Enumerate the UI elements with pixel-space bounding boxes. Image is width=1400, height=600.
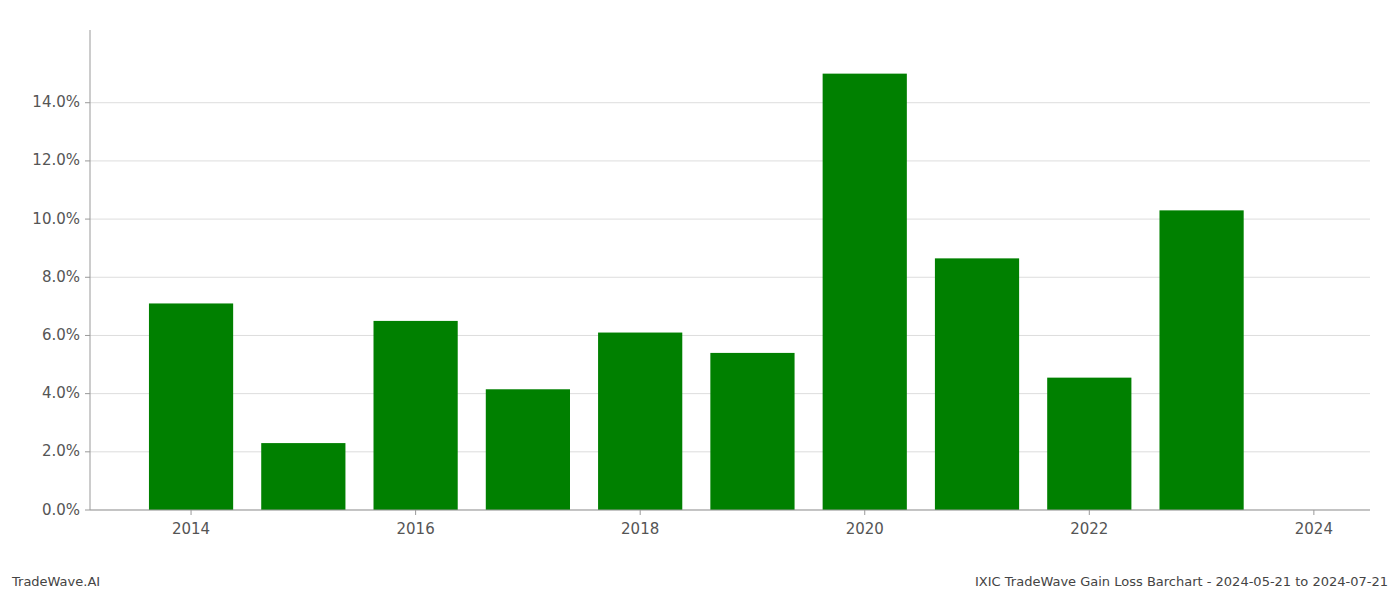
x-tick-label: 2018 xyxy=(621,520,659,538)
bar xyxy=(1159,210,1243,510)
bar xyxy=(935,258,1019,510)
x-tick-label: 2014 xyxy=(172,520,210,538)
bar xyxy=(149,303,233,510)
bar xyxy=(1047,378,1131,510)
y-tick xyxy=(85,393,90,394)
y-axis-line xyxy=(90,30,91,510)
bar xyxy=(710,353,794,510)
bar xyxy=(374,321,458,510)
footer-text: TradeWave.AI xyxy=(11,574,100,589)
grid xyxy=(90,103,1370,510)
axes: 0.0% 2.0% 4.0% 6.0% 8.0% 10.0% 12.0% 14.0% 2014 2… xyxy=(32,30,1370,538)
grid-line xyxy=(90,510,1370,511)
y-tick-label: 12.0% xyxy=(32,151,80,169)
y-tick xyxy=(85,277,90,278)
bar xyxy=(261,443,345,510)
y-tick xyxy=(85,102,90,103)
grid-line xyxy=(90,160,1370,161)
y-tick-label: 10.0% xyxy=(32,210,80,228)
x-tick xyxy=(1313,510,1314,515)
y-tick-label: 14.0% xyxy=(32,93,80,111)
x-tick-label: 2020 xyxy=(846,520,884,538)
x-tick xyxy=(415,510,416,515)
x-tick-label: 2024 xyxy=(1295,520,1333,538)
bar xyxy=(486,389,570,510)
y-tick xyxy=(85,510,90,511)
y-tick-label: 2.0% xyxy=(42,442,80,460)
y-tick-label: 6.0% xyxy=(42,326,80,344)
y-tick-label: 0.0% xyxy=(42,501,80,519)
x-tick-label: 2016 xyxy=(397,520,435,538)
y-tick xyxy=(85,451,90,452)
x-tick xyxy=(1089,510,1090,515)
bars xyxy=(149,74,1244,510)
bar xyxy=(823,74,907,510)
y-tick xyxy=(85,160,90,161)
bar xyxy=(598,333,682,510)
x-tick-label: 2022 xyxy=(1070,520,1108,538)
x-tick xyxy=(640,510,641,515)
x-tick xyxy=(864,510,865,515)
y-tick-label: 4.0% xyxy=(42,384,80,402)
chart: 0.0% 2.0% 4.0% 6.0% 8.0% 10.0% 12.0% 14.0% 2014 2… xyxy=(0,0,1400,600)
y-tick xyxy=(85,219,90,220)
y-tick xyxy=(85,335,90,336)
footer-text: IXIC TradeWave Gain Loss Barchart - 2024… xyxy=(975,574,1388,589)
y-tick-label: 8.0% xyxy=(42,268,80,286)
grid-line xyxy=(90,102,1370,103)
x-tick xyxy=(191,510,192,515)
x-axis-line xyxy=(90,510,1370,511)
